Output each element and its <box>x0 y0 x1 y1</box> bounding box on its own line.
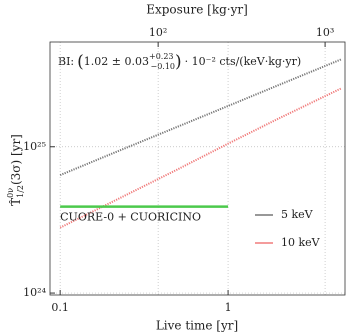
annotation-prefix: BI: <box>58 55 74 68</box>
annotation-value: 1.02 ± 0.03 <box>84 55 149 68</box>
annotation-close: ) <box>175 52 182 72</box>
x2-tick-label: 10³ <box>316 26 334 39</box>
series-line <box>59 58 342 177</box>
y-label-sub: 1/2 <box>16 185 25 198</box>
series-line <box>59 87 342 229</box>
plot-frame <box>49 41 346 296</box>
y-tick-label: 10²⁴ <box>23 286 46 299</box>
x-tick-label: 1 <box>225 301 232 314</box>
legend-label: 10 keV <box>281 236 321 249</box>
annotation-open: ( <box>77 52 84 72</box>
annotation-upper: +0.23 <box>149 52 174 61</box>
x2-tick-label: 10² <box>149 26 167 39</box>
annotation: BI: (1.02 ± 0.03+0.23 −0.10) · 10⁻² cts/(ke… <box>58 52 301 72</box>
legend-label: 5 keV <box>281 208 314 221</box>
y-axis-label: T̂0ν1/2(3σ) [yr] <box>6 134 25 206</box>
y-tick-label: 10²⁵ <box>23 140 46 153</box>
annotation-suffix: · 10⁻² cts/(keV·kg·yr) <box>185 55 302 68</box>
reference-label: CUORE-0 + CUORICINO <box>60 211 201 224</box>
x-tick-label: 0.1 <box>51 301 69 314</box>
x-axis-label: Live time [yr] <box>156 319 238 333</box>
y-label-sup: 0ν <box>6 188 15 198</box>
x2-axis-label: Exposure [kg·yr] <box>146 3 248 17</box>
y-label-rest: (3σ) [yr] <box>9 134 23 185</box>
annotation-lower: −0.10 <box>151 62 176 71</box>
y-label-base: T̂ <box>7 198 22 206</box>
